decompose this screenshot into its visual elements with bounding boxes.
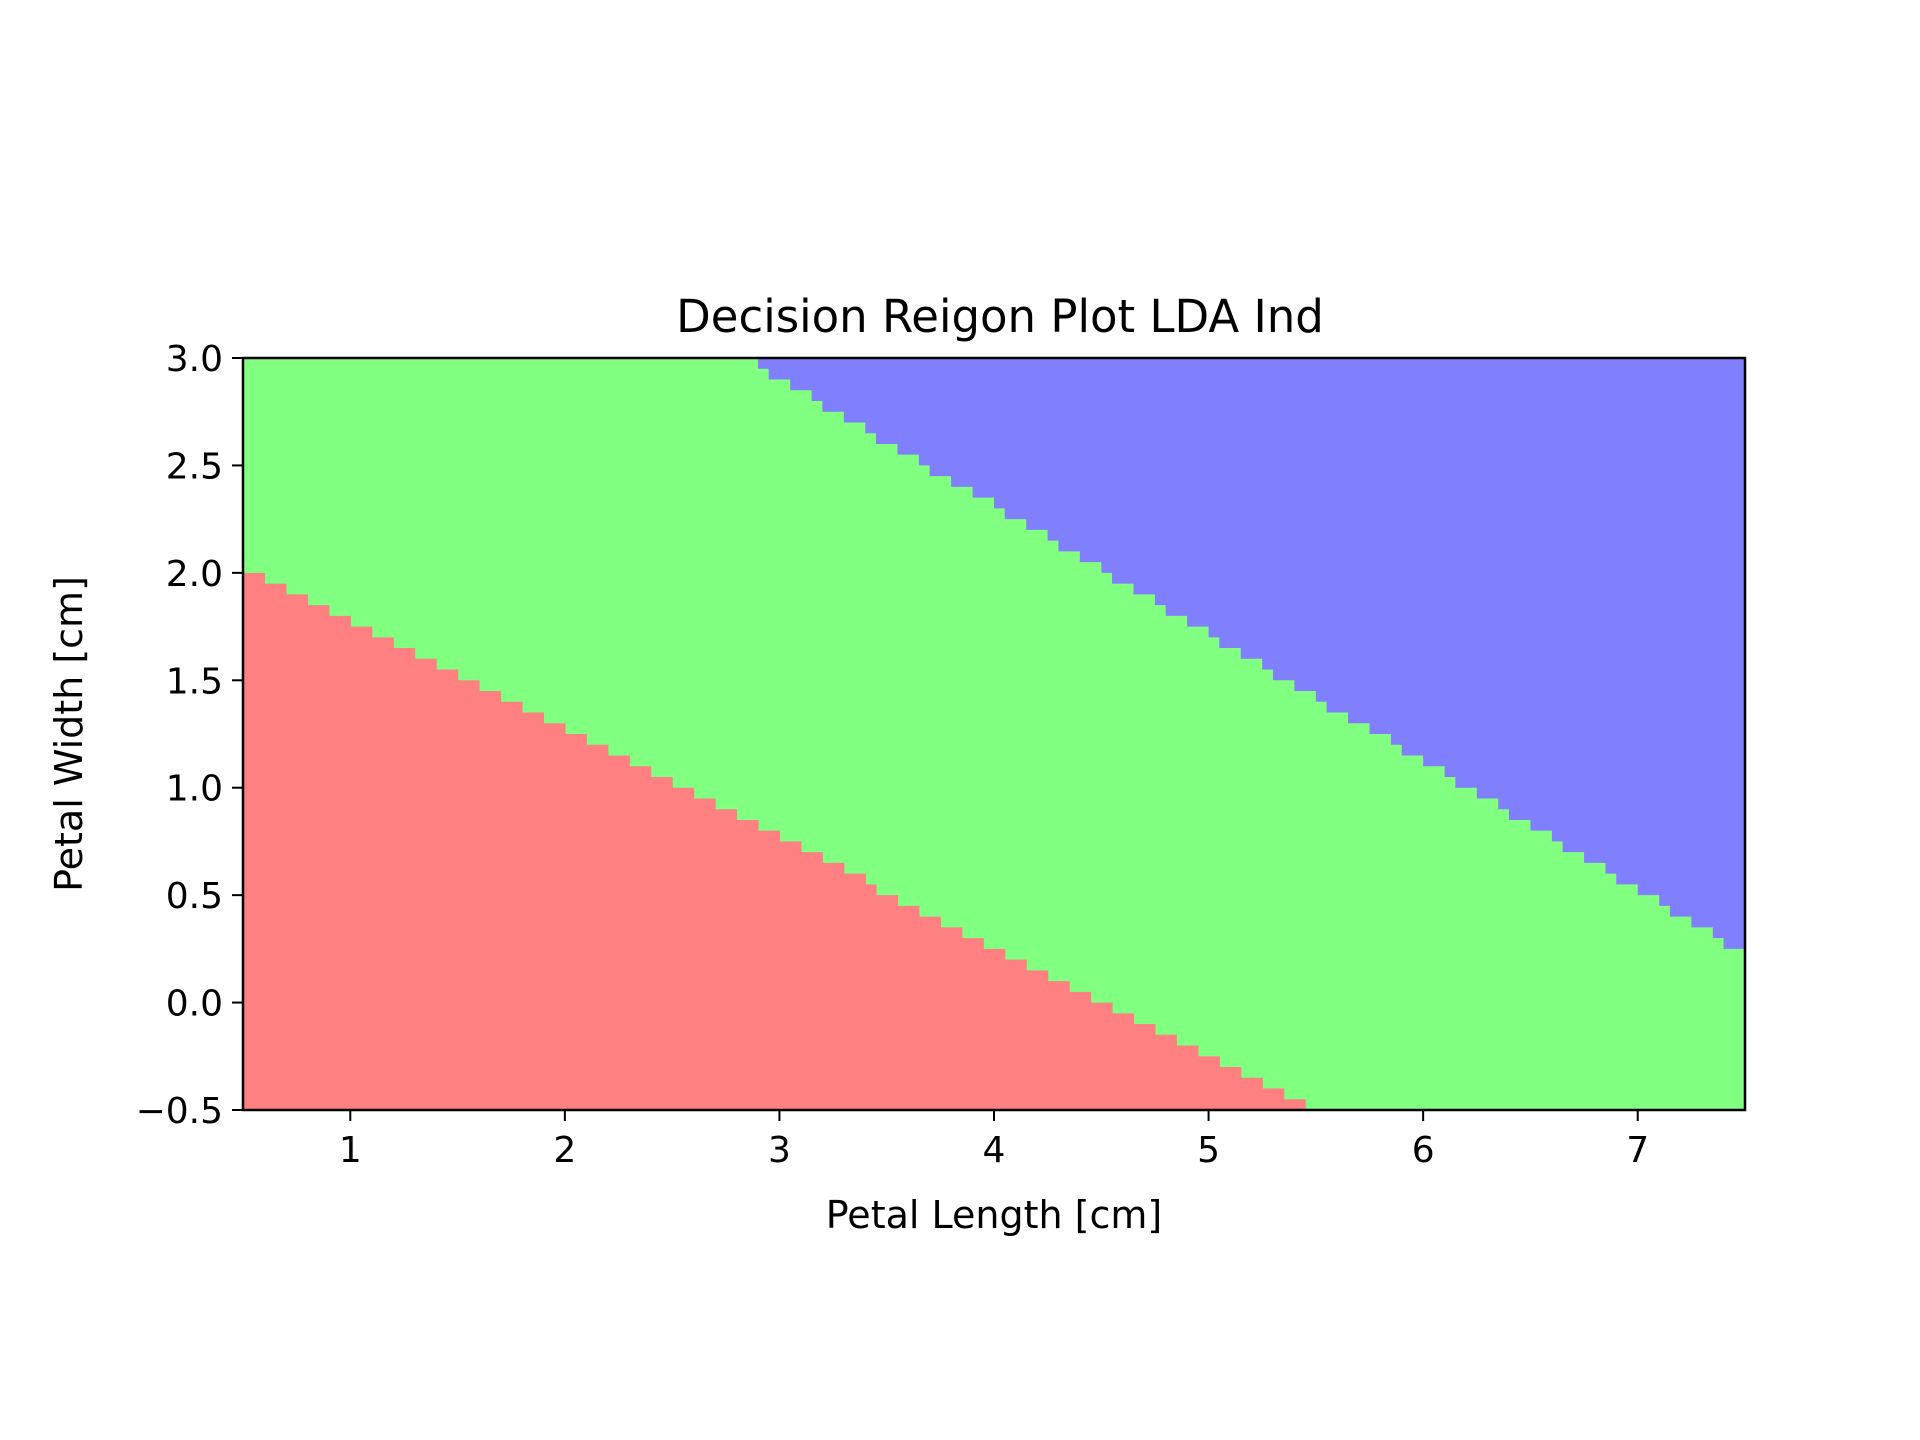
region-class-0 — [243, 572, 1306, 1110]
y-tick-label: 1.0 — [166, 769, 223, 810]
decision-regions — [243, 358, 1745, 1110]
y-tick-label: 0.0 — [166, 984, 223, 1025]
y-axis-label: Petal Width [cm] — [47, 576, 91, 892]
chart-title: Decision Reigon Plot LDA Ind — [676, 290, 1324, 343]
y-tick-label: 1.5 — [166, 661, 223, 702]
y-tick-label: 2.5 — [166, 446, 223, 487]
region-class-2 — [757, 358, 1745, 949]
y-tick-label: 3.0 — [166, 339, 223, 380]
x-tick-label: 2 — [553, 1130, 576, 1171]
x-axis: 1 2 3 4 5 6 7 — [339, 1110, 1649, 1171]
x-tick-label: 1 — [339, 1130, 362, 1171]
y-axis: −0.5 0.0 0.5 1.0 1.5 2.0 2.5 3.0 — [136, 339, 243, 1132]
y-tick-label: 0.5 — [166, 876, 223, 917]
y-tick-label: 2.0 — [166, 554, 223, 595]
x-tick-label: 7 — [1626, 1130, 1649, 1171]
x-axis-label: Petal Length [cm] — [826, 1193, 1162, 1237]
x-tick-label: 4 — [983, 1130, 1006, 1171]
x-tick-label: 3 — [768, 1130, 791, 1171]
x-tick-label: 5 — [1197, 1130, 1220, 1171]
x-tick-label: 6 — [1412, 1130, 1435, 1171]
y-tick-label: −0.5 — [136, 1091, 223, 1132]
